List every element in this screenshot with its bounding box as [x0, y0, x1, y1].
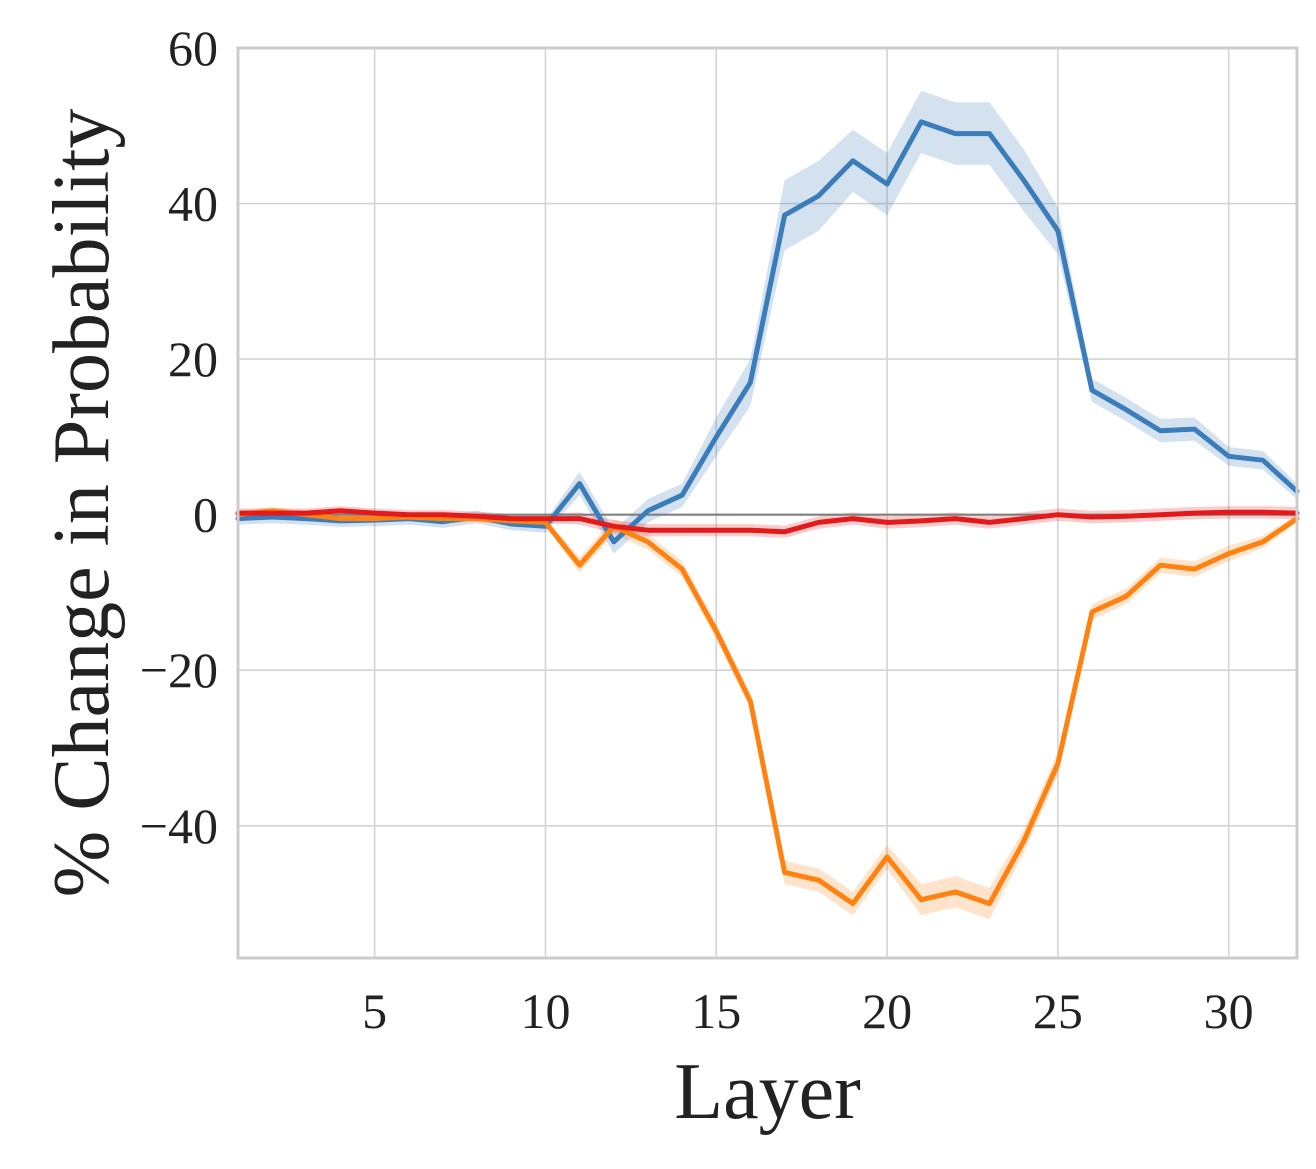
x-tick-label-30: 30 — [1204, 983, 1254, 1039]
series-3-line — [235, 508, 1300, 535]
series-1-line — [235, 119, 1300, 545]
x-tick-label-15: 15 — [691, 983, 741, 1039]
x-tick-label-20: 20 — [862, 983, 912, 1039]
plot-frame — [236, 46, 1299, 960]
y-tick-label-1: 40 — [168, 176, 218, 232]
y-axis-title: % Change in Probability — [38, 109, 126, 898]
series-1-band — [238, 90, 1297, 554]
series-2-line — [235, 508, 1300, 907]
y-tick-label-4: −20 — [140, 642, 218, 698]
x-tick-label-10: 10 — [520, 983, 570, 1039]
x-tick-labels: 5 10 15 20 25 30 — [362, 983, 1254, 1039]
x-tick-label-5: 5 — [362, 983, 387, 1039]
y-tick-label-3: 0 — [193, 487, 218, 543]
y-tick-labels: 60 40 20 0 −20 −40 — [140, 20, 218, 854]
y-tick-label-2: 20 — [168, 331, 218, 387]
y-tick-label-5: −40 — [140, 798, 218, 854]
y-tick-label-0: 60 — [168, 20, 218, 76]
x-tick-label-25: 25 — [1033, 983, 1083, 1039]
series-lines — [235, 119, 1300, 907]
x-axis-title: Layer — [674, 1048, 861, 1136]
grid — [238, 47, 1297, 958]
series-2-band — [238, 506, 1297, 920]
